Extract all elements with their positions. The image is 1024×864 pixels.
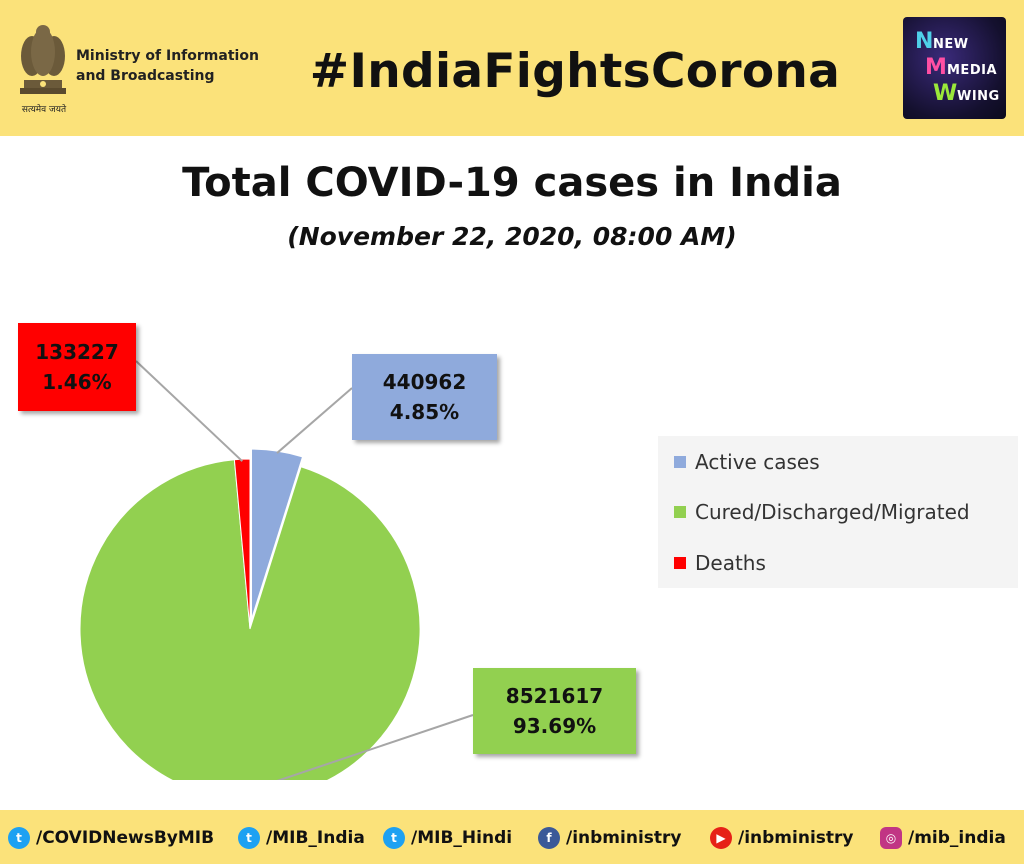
social-link-twitter-mib-hindi[interactable]: t /MIB_Hindi <box>383 825 512 851</box>
new-media-wing-logo: N NEW M MEDIA W WING <box>903 17 1006 119</box>
legend-item-cured: Cured/Discharged/Migrated <box>674 499 970 525</box>
logo-text-new: NEW <box>933 37 969 52</box>
national-emblem-icon: सत्यमेव जयते <box>14 18 72 118</box>
data-label-value: 133227 <box>35 340 119 364</box>
chart-subtitle: (November 22, 2020, 08:00 AM) <box>287 222 737 251</box>
hashtag-title: #IndiaFightsCorona <box>309 44 841 99</box>
data-label-cured: 8521617 93.69% <box>473 668 636 754</box>
social-handle: /MIB_Hindi <box>411 828 513 848</box>
data-label-value: 440962 <box>382 370 467 394</box>
chart-title: Total COVID-19 cases in India <box>182 160 842 206</box>
twitter-icon: t <box>8 827 30 849</box>
legend-item-deaths: Deaths <box>674 550 766 576</box>
legend-swatch <box>674 506 686 518</box>
leader-line-cured <box>276 714 474 780</box>
data-label-percent: 4.85% <box>389 400 460 424</box>
social-handle: /mib_india <box>908 828 1006 848</box>
legend-label: Deaths <box>695 551 766 575</box>
social-link-facebook[interactable]: f /inbministry <box>538 825 682 851</box>
social-handle: /COVIDNewsByMIB <box>36 828 215 848</box>
legend-swatch <box>674 456 686 468</box>
youtube-icon: ▶ <box>710 827 732 849</box>
legend-label: Cured/Discharged/Migrated <box>695 500 970 524</box>
social-link-twitter-mib-india[interactable]: t /MIB_India <box>238 825 365 851</box>
logo-text-media: MEDIA <box>947 63 998 78</box>
leader-line-deaths <box>135 360 243 462</box>
leader-line-active <box>276 387 353 454</box>
ministry-name: Ministry of Information and Broadcasting <box>76 48 259 84</box>
logo-text-wing: WING <box>957 89 1000 104</box>
pie-slice-active <box>251 448 304 620</box>
social-handle: /MIB_India <box>266 828 365 848</box>
pie-slice-deaths <box>233 458 251 630</box>
chart-legend: Active cases Cured/Discharged/Migrated D… <box>658 436 1018 588</box>
legend-label: Active cases <box>695 450 820 474</box>
footer-band: t /COVIDNewsByMIB t /MIB_India t /MIB_Hi… <box>0 810 1024 864</box>
data-label-active: 440962 4.85% <box>352 354 497 440</box>
twitter-icon: t <box>383 827 405 849</box>
legend-item-active: Active cases <box>674 449 820 475</box>
data-label-percent: 1.46% <box>42 370 112 394</box>
social-link-instagram[interactable]: ◎ /mib_india <box>880 825 1006 851</box>
instagram-icon: ◎ <box>880 827 902 849</box>
twitter-icon: t <box>238 827 260 849</box>
pie-chart <box>79 360 474 780</box>
header-band: सत्यमेव जयते Ministry of Information and… <box>0 0 1024 136</box>
data-label-percent: 93.69% <box>512 714 597 738</box>
pie-slice-cured <box>79 459 421 780</box>
data-label-deaths: 133227 1.46% <box>18 323 136 411</box>
social-link-youtube[interactable]: ▶ /inbministry <box>710 825 854 851</box>
data-label-value: 8521617 <box>505 684 604 708</box>
emblem-motto: सत्यमेव जयते <box>21 105 67 115</box>
facebook-icon: f <box>538 827 560 849</box>
social-handle: /inbministry <box>738 828 854 848</box>
legend-swatch <box>674 557 686 569</box>
social-handle: /inbministry <box>566 828 682 848</box>
social-link-twitter-covidnews[interactable]: t /COVIDNewsByMIB <box>8 825 214 851</box>
